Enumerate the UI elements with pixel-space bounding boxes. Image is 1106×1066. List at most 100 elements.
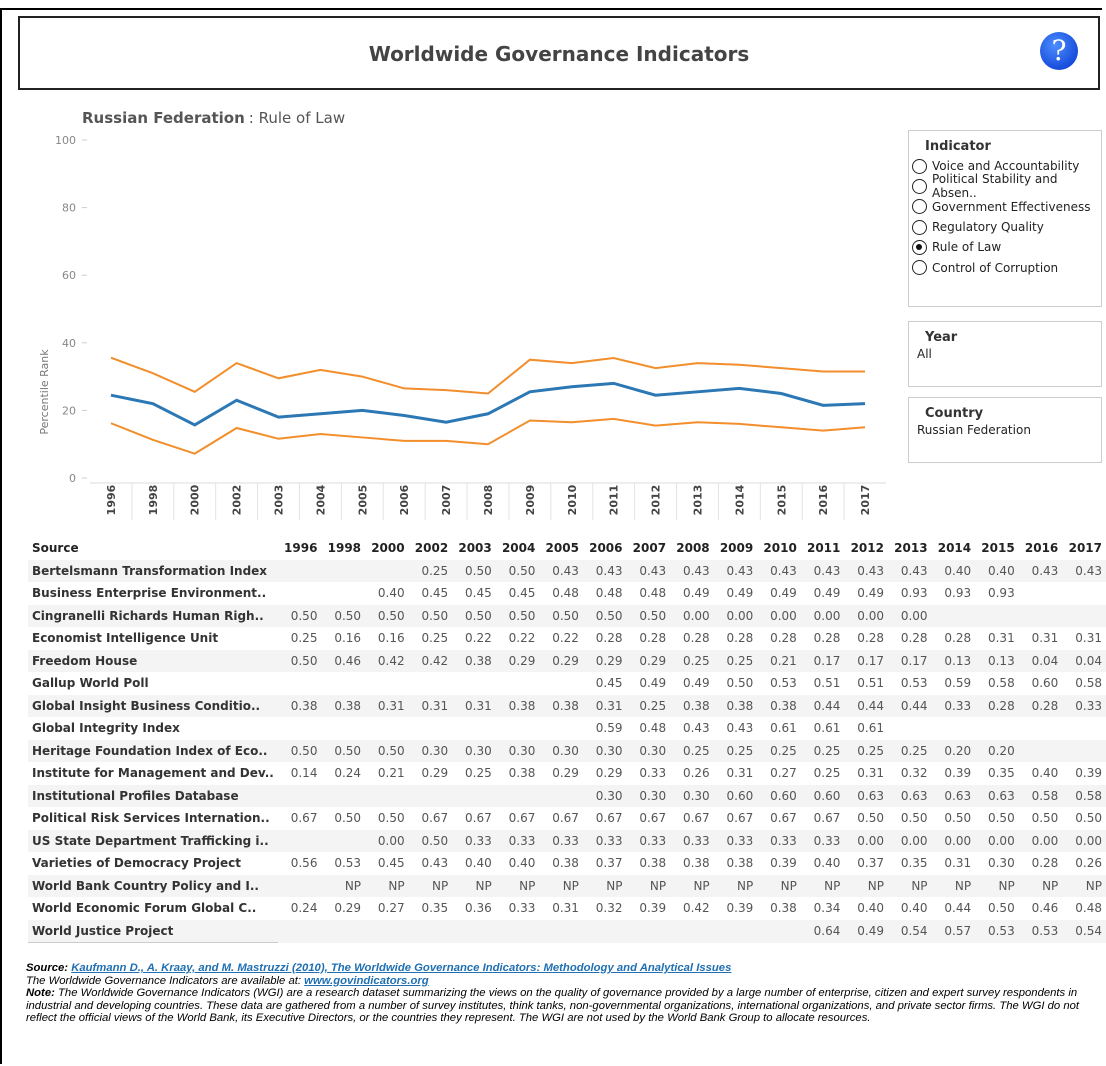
x-tick-label: 2010 (566, 484, 579, 515)
cell: 0.56 (290, 856, 318, 871)
cell (321, 582, 365, 605)
cell: 0.29 (626, 649, 671, 672)
radio-option[interactable]: Political Stability and Absen.. (909, 172, 1101, 200)
cell: 0.50 (1075, 811, 1102, 826)
cell: 0.50 (539, 604, 583, 627)
cell (1018, 739, 1063, 762)
cell (278, 672, 322, 695)
radio-button[interactable] (912, 199, 927, 215)
radio-button[interactable] (912, 158, 927, 174)
column-header: 2000 (371, 541, 405, 556)
cell: 0.25 (844, 739, 888, 762)
table-row: Varieties of Democracy Project 0.56 0.53 0.… (28, 852, 1106, 875)
cell (670, 919, 714, 943)
cell: 0.33 (539, 829, 583, 852)
table-row: Global Integrity Index 0.59 0.48 0.43 0.43 0.… (28, 717, 1106, 740)
country-name: Russian Federation (82, 109, 245, 127)
cell (496, 717, 540, 740)
cell: 0.38 (682, 856, 710, 871)
cell (713, 919, 758, 943)
help-button[interactable]: ? (1040, 32, 1078, 70)
option-label: Regulatory Quality (932, 220, 1044, 235)
cell: 0.50 (900, 811, 928, 826)
cell: 0.50 (321, 739, 366, 762)
radio-option[interactable]: Voice and Accountability (909, 156, 1101, 176)
cell: 0.60 (757, 784, 801, 807)
cell: 0.33 (713, 829, 758, 852)
cell: 0.43 (670, 559, 714, 582)
cell (321, 829, 366, 852)
cell: 0.39 (1075, 766, 1102, 781)
cell: NP (887, 874, 932, 897)
radio-button[interactable] (912, 260, 927, 276)
table-row: Political Risk Services Internation.. 0.6… (28, 807, 1106, 830)
indicator-filter: Indicator Voice and Accountability Politi… (908, 130, 1102, 307)
cell (452, 672, 496, 695)
source-name: Heritage Foundation Index of Eco.. (28, 739, 278, 762)
table-row: World Justice Project 0.64 0.49 0.54 0.57 0.5… (28, 919, 1106, 943)
x-tick-label: 2005 (356, 485, 369, 516)
cell: 0.45 (595, 676, 623, 691)
cell: 0.59 (595, 721, 623, 736)
cell: 0.31 (452, 694, 496, 717)
cell: 0.53 (1018, 919, 1063, 943)
source-name: Gallup World Poll (32, 676, 149, 691)
cell: 0.25 (813, 766, 841, 781)
cell (278, 582, 322, 605)
radio-option[interactable]: Government Effectiveness (909, 197, 1101, 217)
cell: 0.33 (508, 901, 536, 916)
radio-option[interactable]: Rule of Law (909, 237, 1101, 257)
cell: 0.50 (857, 811, 884, 826)
cell: 0.25 (800, 739, 845, 762)
cell: 0.26 (682, 766, 710, 781)
cell: 0.50 (726, 676, 754, 691)
cell: 0.00 (844, 604, 888, 627)
column-header: Source (32, 541, 79, 556)
y-tick-label: 100 (55, 134, 76, 147)
cell: NP (975, 874, 1019, 897)
radio-button[interactable] (912, 178, 927, 194)
cell: 0.40 (813, 856, 841, 871)
x-tick-label: 2003 (273, 485, 286, 516)
source-name: Global Integrity Index (32, 721, 180, 736)
cell: 0.25 (670, 649, 714, 672)
radio-option[interactable]: Regulatory Quality (909, 217, 1101, 237)
radio-button[interactable] (912, 219, 927, 235)
cell: 0.13 (931, 649, 976, 672)
year-filter[interactable]: Year All (908, 321, 1102, 387)
cell: 0.00 (887, 829, 932, 852)
cell: 0.67 (813, 811, 841, 826)
column-header: 2012 (850, 541, 884, 556)
table-row: US State Department Trafficking i.. 0.00 0… (28, 829, 1106, 852)
cell: 0.38 (713, 694, 758, 717)
cell: 0.54 (887, 919, 932, 943)
available-line: The Worldwide Governance Indicators are … (26, 975, 1098, 988)
source-link[interactable]: Kaufmann D., A. Kraay, and M. Mastruzzi … (71, 962, 732, 974)
radio-button[interactable] (912, 239, 927, 255)
radio-option[interactable]: Control of Corruption (909, 257, 1101, 277)
cell: NP (582, 874, 627, 897)
filter-title: Year (925, 330, 958, 345)
cell: 0.27 (770, 766, 797, 781)
cell: 0.00 (757, 604, 801, 627)
table-row: Institute for Management and Dev.. 0.14 0.… (28, 762, 1106, 785)
available-link[interactable]: www.govindicators.org (304, 974, 429, 987)
cell: 0.28 (639, 631, 667, 646)
cell: 0.31 (1075, 631, 1102, 646)
cell: 0.67 (290, 811, 318, 826)
cell: 0.31 (857, 766, 884, 781)
column-header: 2009 (719, 541, 754, 556)
cell: 0.00 (1018, 829, 1063, 852)
cell: 0.44 (844, 694, 888, 717)
cell: 0.22 (465, 631, 492, 646)
cell: 0.57 (931, 919, 976, 943)
cell: 0.17 (887, 649, 932, 672)
cell (539, 784, 583, 807)
cell: NP (844, 874, 888, 897)
cell: 0.48 (639, 586, 667, 601)
cell: 0.25 (421, 631, 449, 646)
cell: 0.30 (539, 739, 583, 762)
cell: 0.29 (334, 901, 362, 916)
country-filter[interactable]: Country Russian Federation (908, 397, 1102, 463)
cell: 0.25 (713, 739, 758, 762)
